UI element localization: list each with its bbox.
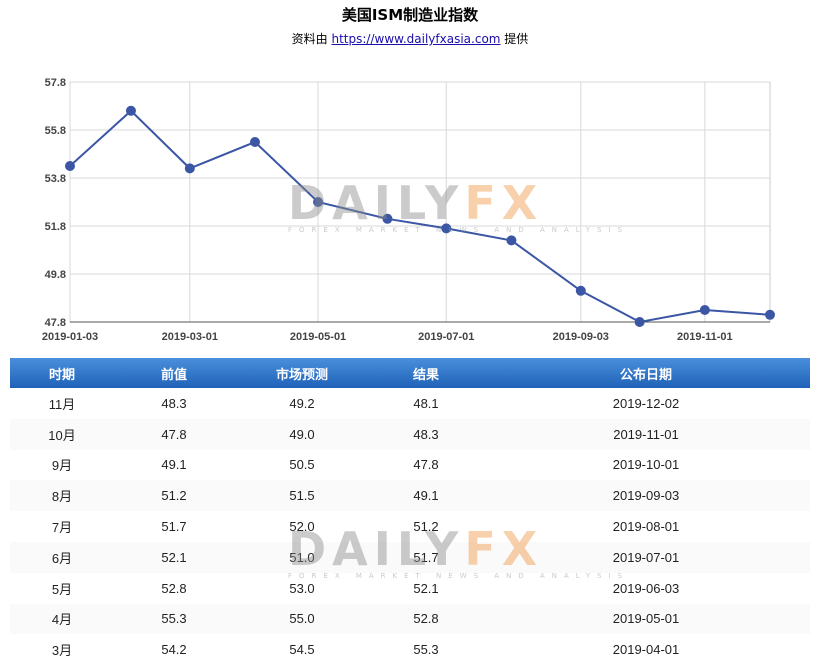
- table-cell: 54.2: [161, 642, 187, 658]
- table-row: 6月 52.1 51.0 51.7 2019-07-01: [10, 541, 810, 573]
- table-cell: 52.1: [114, 541, 234, 573]
- table-cell: 7月: [51, 520, 73, 536]
- table-cell: 10月: [10, 418, 114, 450]
- table-row: 3月 54.2 54.5 55.3 2019-04-01: [10, 634, 810, 665]
- table-cell: 2019-11-01: [482, 418, 810, 450]
- y-tick-label: 49.8: [45, 269, 66, 281]
- data-point: [249, 137, 260, 147]
- source-line: 资料由 https://www.dailyfxasia.com 提供: [0, 30, 820, 47]
- table-cell: 51.2: [114, 480, 234, 512]
- table-cell: 49.1: [370, 480, 482, 512]
- data-point: [313, 197, 324, 207]
- data-point: [382, 213, 393, 224]
- table-cell: 2019-10-01: [612, 457, 680, 473]
- table-cell: 49.2: [289, 395, 315, 411]
- table-cell: 51.5: [234, 480, 370, 512]
- x-tick-label: 2019-11-01: [677, 331, 733, 343]
- table-row: 9月 49.1 50.5 47.8 2019-10-01: [10, 450, 810, 481]
- table-cell: 51.7: [161, 519, 187, 535]
- y-tick-label: 53.8: [45, 173, 66, 185]
- table-header-cell: 结果: [370, 358, 482, 388]
- data-point: [765, 309, 775, 320]
- table-cell: 2019-09-03: [482, 480, 810, 512]
- table-row: 11月 48.3 49.2 48.1 2019-12-02: [10, 388, 810, 419]
- table-cell: 2019-12-02: [612, 395, 680, 411]
- table-cell: 51.2: [413, 519, 439, 535]
- y-tick-label: 47.8: [45, 317, 66, 329]
- table-cell: 52.0: [289, 519, 315, 535]
- table-header-cell: 时期: [10, 358, 114, 388]
- source-prefix: 资料由: [291, 32, 332, 46]
- x-tick-label: 2019-07-01: [418, 331, 474, 343]
- table-cell: 4月: [10, 603, 114, 635]
- table-cell: 5月: [51, 581, 73, 597]
- table-cell: 2019-06-03: [612, 580, 680, 596]
- table-cell: 2019-07-01: [482, 541, 810, 573]
- table-cell: 48.1: [413, 395, 439, 411]
- table-cell: 6月: [10, 541, 114, 573]
- table-cell: 53.0: [289, 580, 315, 596]
- table-row: 5月 52.8 53.0 52.1 2019-06-03: [10, 573, 810, 604]
- table-cell: 51.0: [234, 541, 370, 573]
- table-cell: 47.8: [413, 457, 439, 473]
- table-row: 10月 47.8 49.0 48.3 2019-11-01: [10, 418, 810, 450]
- table-cell: 2019-04-01: [612, 642, 680, 658]
- table-cell: 2019-08-01: [612, 519, 680, 535]
- table-cell: 52.1: [413, 580, 439, 596]
- table-cell: 48.3: [161, 395, 187, 411]
- table-cell: 11月: [48, 396, 76, 412]
- data-point: [575, 285, 586, 296]
- data-point: [506, 235, 517, 246]
- x-tick-label: 2019-03-01: [162, 331, 218, 343]
- data-point: [184, 163, 195, 174]
- table-header-cell: 前值: [114, 358, 234, 388]
- table-cell: 54.5: [289, 642, 315, 658]
- table-cell: 49.1: [161, 457, 187, 473]
- line-chart: 57.8 55.8 53.8 51.8 49.8 47.8 2019-01-03 2019-0…: [42, 77, 775, 343]
- table-cell: 48.3: [370, 418, 482, 450]
- table-cell: 49.0: [234, 418, 370, 450]
- source-link[interactable]: https://www.dailyfxasia.com: [331, 32, 501, 46]
- y-tick-label: 51.8: [45, 221, 66, 233]
- data-point: [699, 305, 710, 315]
- data-table-container: 时期 前值 市场预测 结果 公布日期 11月 48.3 49.2 48.1 2019-12-02…: [10, 358, 810, 665]
- table-cell: 55.0: [234, 603, 370, 635]
- y-tick-label: 55.8: [45, 125, 66, 137]
- table-header-cell: 市场预测: [234, 358, 370, 388]
- table-cell: 52.8: [370, 603, 482, 635]
- x-tick-label: 2019-01-03: [42, 331, 98, 343]
- x-tick-label: 2019-09-03: [553, 331, 609, 343]
- table-cell: 8月: [10, 480, 114, 512]
- table-row: 7月 51.7 52.0 51.2 2019-08-01: [10, 511, 810, 542]
- table-cell: 50.5: [289, 457, 315, 473]
- data-point: [65, 161, 75, 171]
- table-cell: 52.8: [161, 580, 187, 596]
- table-cell: 55.3: [114, 603, 234, 635]
- table-cell: 47.8: [114, 418, 234, 450]
- x-tick-label: 2019-05-01: [290, 331, 346, 343]
- plot-area-border: [69, 81, 771, 323]
- table-cell: 3月: [51, 643, 73, 659]
- table-header-cell: 公布日期: [482, 358, 810, 388]
- table-header-row: 时期 前值 市场预测 结果 公布日期: [10, 358, 810, 388]
- series-line: [69, 109, 771, 324]
- table-body: 11月 48.3 49.2 48.1 2019-12-02 10月 47.8 49.0 48.3…: [10, 388, 810, 665]
- table-row: 4月 55.3 55.0 52.8 2019-05-01: [10, 603, 810, 635]
- page-title: 美国ISM制造业指数: [341, 6, 479, 24]
- data-table: 时期 前值 市场预测 结果 公布日期 11月 48.3 49.2 48.1 2019-12-02…: [10, 358, 810, 665]
- table-cell: 55.3: [413, 642, 439, 658]
- data-point: [634, 317, 645, 327]
- table-cell: 2019-05-01: [482, 603, 810, 635]
- source-suffix: 提供: [500, 32, 529, 46]
- data-point: [125, 105, 136, 116]
- data-point: [441, 223, 452, 234]
- y-tick-label: 57.8: [45, 77, 66, 89]
- table-cell: 9月: [51, 458, 73, 474]
- table-row: 8月 51.2 51.5 49.1 2019-09-03: [10, 480, 810, 512]
- table-cell: 51.7: [370, 541, 482, 573]
